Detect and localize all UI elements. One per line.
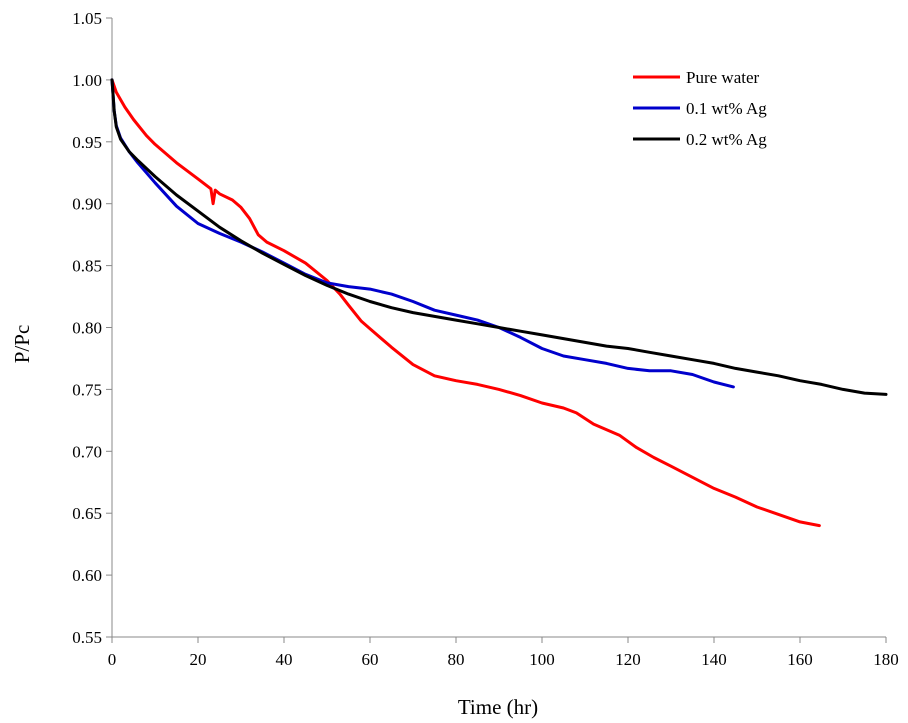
x-tick-label: 180 [873, 650, 899, 669]
y-tick-label: 1.05 [72, 9, 102, 28]
x-tick-label: 40 [276, 650, 293, 669]
x-tick-label: 80 [448, 650, 465, 669]
x-tick-label: 100 [529, 650, 555, 669]
y-tick-label: 0.60 [72, 566, 102, 585]
legend-label-1: 0.1 wt% Ag [686, 99, 767, 118]
x-tick-label: 0 [108, 650, 117, 669]
y-tick-label: 0.70 [72, 442, 102, 461]
y-tick-label: 0.75 [72, 380, 102, 399]
y-tick-label: 0.95 [72, 133, 102, 152]
x-axis-title: Time (hr) [458, 695, 538, 719]
axes: 0.55 0.60 0.65 0.70 0.75 0.80 0.85 0.90 0.95 1.00… [72, 9, 899, 669]
x-tick-label: 60 [362, 650, 379, 669]
y-tick-label: 0.80 [72, 319, 102, 338]
x-tick-label: 120 [615, 650, 641, 669]
legend: Pure water 0.1 wt% Ag 0.2 wt% Ag [633, 68, 767, 149]
y-tick-label: 0.85 [72, 257, 102, 276]
x-tick-label: 160 [787, 650, 813, 669]
legend-label-0: Pure water [686, 68, 760, 87]
series-line-1 [110, 78, 735, 389]
x-tick-label: 140 [701, 650, 727, 669]
y-tick-label: 1.00 [72, 71, 102, 90]
legend-label-2: 0.2 wt% Ag [686, 130, 767, 149]
y-tick-label: 0.90 [72, 195, 102, 214]
x-tick-label: 20 [190, 650, 207, 669]
series-lines [110, 78, 888, 528]
series-line-0 [110, 78, 821, 528]
y-tick-label: 0.55 [72, 628, 102, 647]
y-axis-title: P/Pc [10, 325, 34, 364]
series-line-2 [110, 78, 888, 396]
y-tick-label: 0.65 [72, 504, 102, 523]
